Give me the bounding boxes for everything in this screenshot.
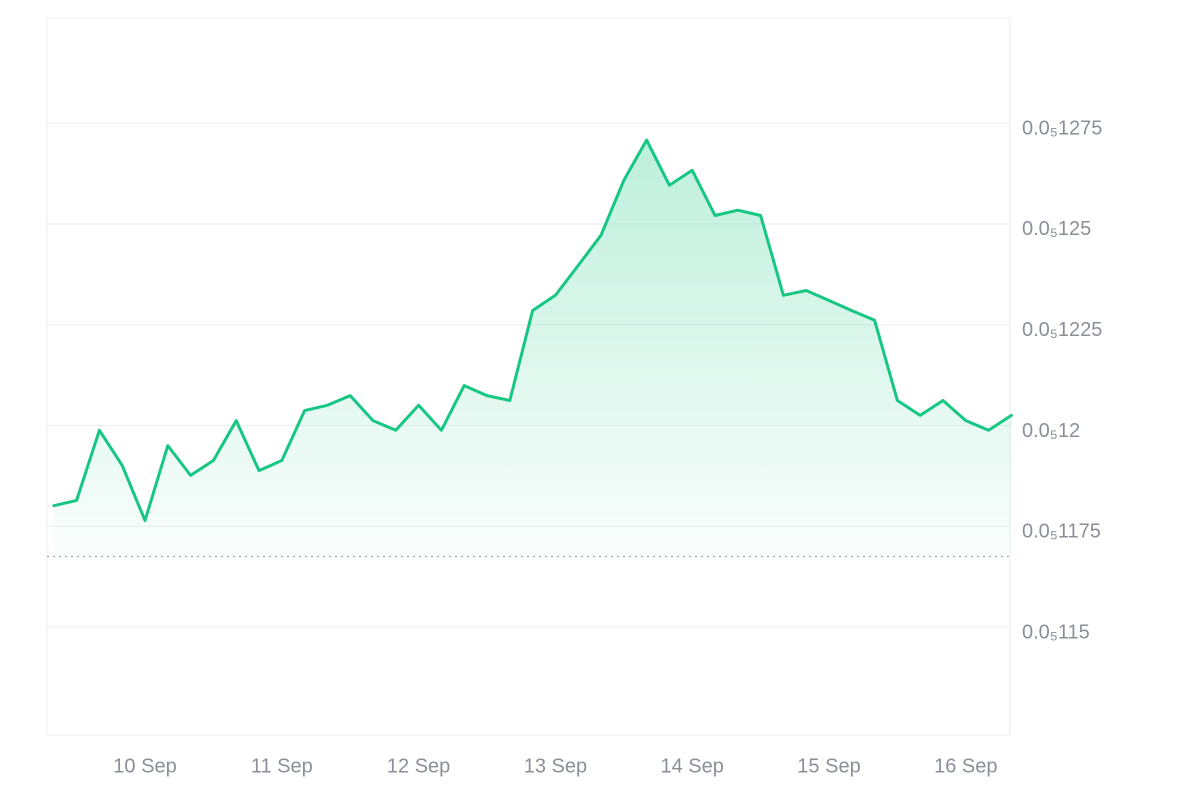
x-tick-label: 10 Sep xyxy=(113,755,176,777)
x-tick-label: 13 Sep xyxy=(524,755,587,777)
y-tick-label: 0.0₅115 xyxy=(1022,621,1090,643)
y-tick-label: 0.0₅125 xyxy=(1022,218,1091,240)
y-tick-label: 0.0₅1175 xyxy=(1022,521,1101,543)
x-tick-label: 14 Sep xyxy=(661,755,724,777)
x-tick-label: 12 Sep xyxy=(387,755,450,777)
price-area xyxy=(53,140,1012,557)
price-line xyxy=(52,138,1013,523)
y-tick-label: 0.0₅1225 xyxy=(1022,319,1102,341)
x-tick-label: 16 Sep xyxy=(934,755,997,777)
y-tick-label: 0.0₅12 xyxy=(1022,420,1080,442)
y-tick-label: 0.0₅1275 xyxy=(1022,117,1102,139)
x-tick-label: 15 Sep xyxy=(797,755,860,777)
x-tick-label: 11 Sep xyxy=(251,755,313,777)
